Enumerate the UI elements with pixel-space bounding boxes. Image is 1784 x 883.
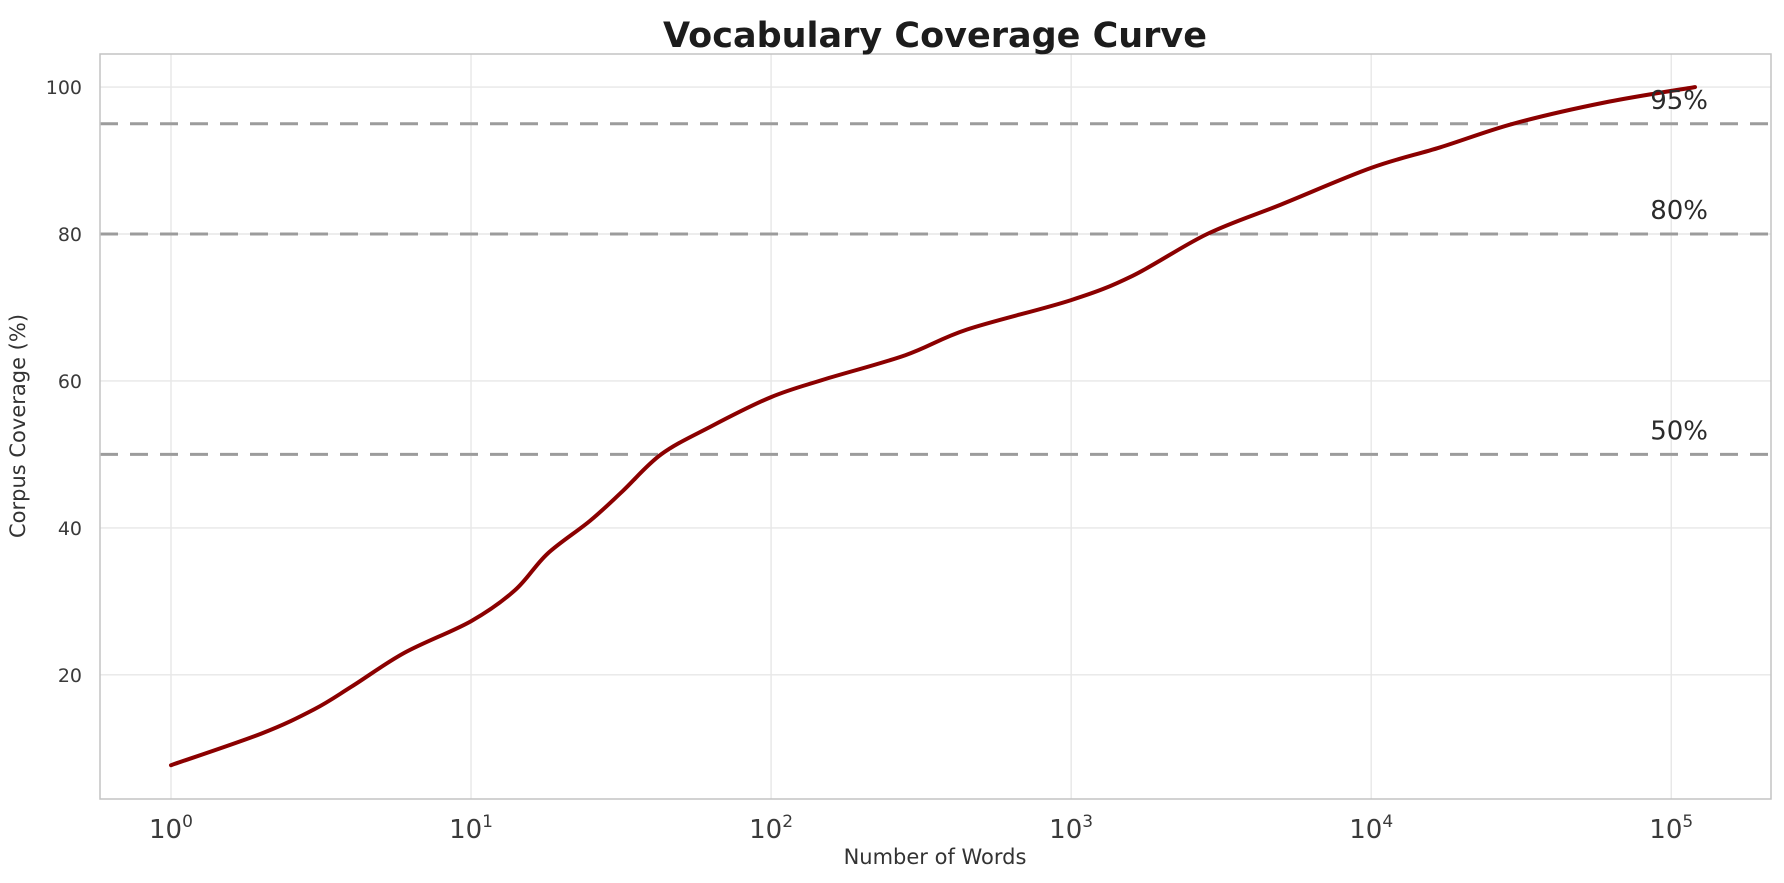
x-tick-label: 103	[1049, 812, 1093, 845]
reference-label-50: 50%	[1650, 416, 1708, 446]
y-tick-label: 40	[58, 518, 82, 540]
y-tick-label: 20	[58, 665, 82, 687]
y-tick-label: 60	[58, 371, 82, 393]
y-tick-label: 80	[58, 224, 82, 246]
x-tick-label: 104	[1349, 812, 1393, 845]
y-tick-label: 100	[46, 77, 82, 99]
x-axis-label: Number of Words	[844, 845, 1027, 869]
y-tick-labels: 20 40 60 80 100	[46, 77, 82, 687]
reference-label-95: 95%	[1650, 86, 1708, 116]
axes-spines	[99, 53, 1772, 800]
reference-label-80: 80%	[1650, 196, 1708, 226]
threshold-annotations: 50% 80% 95%	[1650, 86, 1708, 447]
reference-lines	[100, 122, 1771, 456]
coverage-curve-path	[169, 85, 1697, 768]
x-tick-label: 105	[1649, 812, 1693, 845]
plot-border	[99, 53, 1772, 800]
coverage-curve	[169, 85, 1697, 768]
x-tick-label: 101	[449, 812, 493, 845]
x-tick-label: 100	[149, 812, 193, 845]
y-axis-label: Corpus Coverage (%)	[6, 314, 30, 538]
x-tick-label: 102	[749, 812, 793, 845]
x-tick-labels: 100 101 102 103 104 105	[149, 812, 1693, 845]
chart-title: Vocabulary Coverage Curve	[663, 16, 1207, 56]
